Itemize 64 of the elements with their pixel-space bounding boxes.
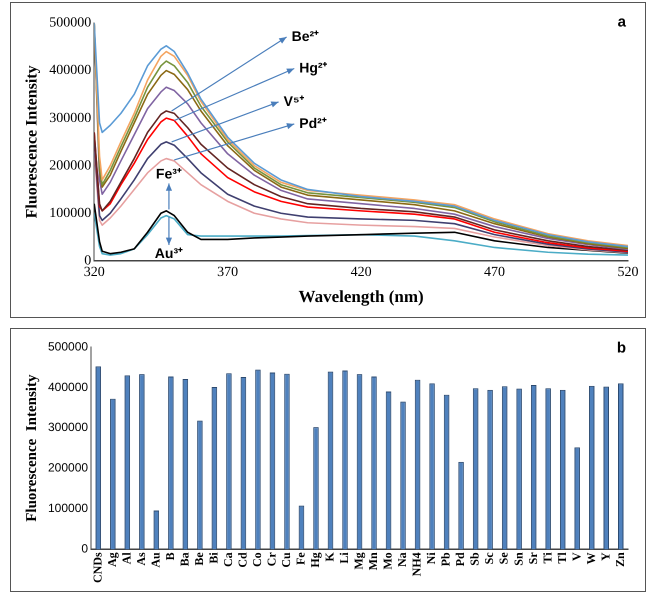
x-tick-label: Pd xyxy=(453,552,468,566)
y-axis-title: Fluorescence Intensity xyxy=(24,374,40,522)
x-tick-label: Mo xyxy=(380,552,395,570)
x-tick-label: Sb xyxy=(468,552,482,566)
y-tick-label: 400000 xyxy=(49,63,92,78)
y-tick-label: 100000 xyxy=(48,501,88,516)
y-tick-label: 100000 xyxy=(49,206,92,221)
x-axis-title: Wavelength (nm) xyxy=(298,287,424,306)
x-tick-label: Mg xyxy=(352,552,366,570)
annotation: Be²⁺ xyxy=(292,28,320,44)
annotation: Hg²⁺ xyxy=(299,59,328,76)
x-tick-label: 320 xyxy=(84,264,105,280)
x-tick-label: V xyxy=(569,552,584,562)
x-tick-label: Ca xyxy=(221,552,236,568)
annotation: Fe³⁺ xyxy=(156,165,182,182)
x-tick-label: Co xyxy=(250,552,264,568)
x-tick-label: Zn xyxy=(612,552,627,568)
x-tick-label: Cu xyxy=(279,552,294,568)
x-tick-label: Sn xyxy=(511,552,526,566)
x-tick-label: Fe xyxy=(294,552,308,565)
x-tick-label: Ba xyxy=(177,552,192,566)
x-tick-label: K xyxy=(322,552,337,562)
x-tick-label: Bi xyxy=(206,552,220,564)
x-tick-label: Tl xyxy=(554,552,569,564)
x-tick-label: Sc xyxy=(482,552,496,564)
y-tick-label: 500000 xyxy=(49,16,92,31)
x-tick-label: W xyxy=(584,552,598,564)
x-tick-label: Au xyxy=(148,552,162,568)
x-tick-label: Ni xyxy=(424,552,438,564)
x-tick-label: Ti xyxy=(540,552,554,564)
y-tick-label: 300000 xyxy=(49,110,92,126)
x-tick-label: Pb xyxy=(438,552,453,566)
x-tick-label: Hg xyxy=(308,552,322,568)
x-tick-label: Se xyxy=(496,552,511,564)
y-tick-label: 400000 xyxy=(48,380,88,394)
annotation: Au³⁺ xyxy=(154,244,184,261)
x-tick-label: Al xyxy=(119,552,134,564)
x-tick-label: Ag xyxy=(104,552,119,568)
x-tick-label: Li xyxy=(337,552,352,564)
x-tick-label: As xyxy=(134,552,148,566)
y-tick-label: 300000 xyxy=(48,420,88,434)
x-tick-label: 370 xyxy=(217,264,238,280)
x-tick-label: Na xyxy=(395,552,410,568)
y-tick-label: 200000 xyxy=(48,460,88,475)
x-tick-label: Sr xyxy=(526,552,540,564)
x-tick-label: Y xyxy=(598,552,612,562)
y-tick-label: 500000 xyxy=(48,339,88,354)
y-tick-label: 0 xyxy=(81,542,88,556)
x-tick-label: Cd xyxy=(236,552,250,568)
annotation: b xyxy=(616,340,626,357)
annotation: a xyxy=(618,14,627,31)
annotation: Pd²⁺ xyxy=(299,114,327,131)
x-tick-label: Be xyxy=(192,552,206,566)
x-tick-label: CNDs xyxy=(90,552,104,584)
x-tick-label: 520 xyxy=(618,264,638,280)
x-tick-label: 470 xyxy=(484,264,506,280)
x-tick-label: B xyxy=(162,552,177,560)
y-tick-label: 200000 xyxy=(49,158,92,174)
annotation: V⁵⁺ xyxy=(284,92,305,109)
x-tick-label: 420 xyxy=(350,264,372,280)
x-tick-label: NH4 xyxy=(410,552,424,576)
y-axis-title: Fluorescence Intensity xyxy=(24,65,41,218)
x-tick-label: Mn xyxy=(366,552,380,570)
x-tick-label: Cr xyxy=(264,552,279,566)
